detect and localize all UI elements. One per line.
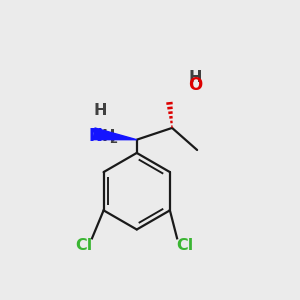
Text: H: H [189, 70, 202, 86]
Text: Cl: Cl [177, 238, 194, 253]
Text: O: O [188, 76, 203, 94]
Text: 2: 2 [109, 133, 117, 146]
Text: H: H [93, 103, 107, 118]
Polygon shape [93, 128, 137, 140]
Text: Cl: Cl [75, 238, 92, 253]
Text: N: N [88, 127, 103, 145]
Text: H: H [101, 129, 115, 144]
